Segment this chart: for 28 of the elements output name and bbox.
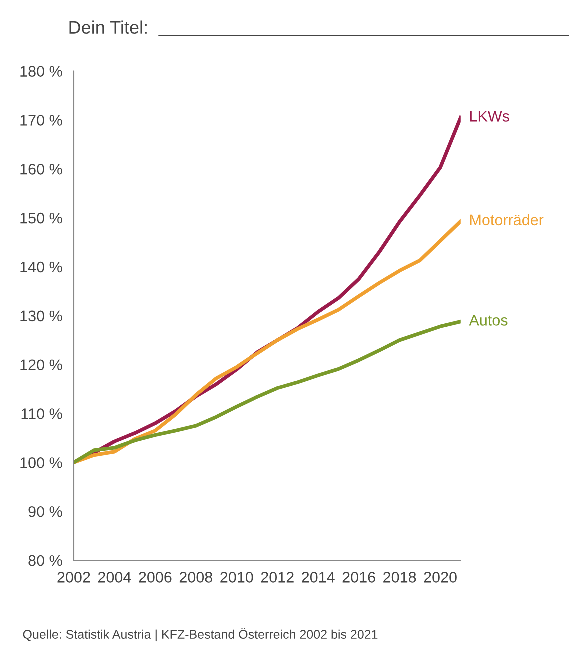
- source-note: Quelle: Statistik Austria | KFZ-Bestand Österreich 2002 bis 2021: [23, 628, 378, 642]
- x-tick-label: 2002: [58, 572, 90, 583]
- line-series: [74, 220, 461, 464]
- y-tick-label: 90 %: [28, 506, 62, 518]
- x-tick-label: 2020: [424, 572, 457, 583]
- x-tick-label: 2004: [98, 572, 132, 583]
- y-tick-label: 120 %: [20, 360, 62, 371]
- y-tick-label: 150 %: [20, 212, 62, 224]
- x-tick-label: 2012: [261, 572, 294, 583]
- series-label: LKWs: [470, 111, 510, 122]
- y-tick-label: 100 %: [20, 458, 62, 468]
- x-tick-label: 2006: [139, 572, 172, 583]
- chart-title: Dein Titel:: [70, 20, 147, 34]
- x-tick-label: 2018: [384, 572, 416, 583]
- y-tick-label: 130 %: [20, 310, 62, 322]
- y-tick-label: 160 %: [20, 164, 62, 175]
- y-tick-label: 110 %: [22, 408, 62, 420]
- x-tick-label: 2008: [180, 572, 212, 583]
- x-tick-label: 2010: [220, 572, 254, 583]
- y-tick-label: 140 %: [20, 262, 62, 273]
- y-tick-label: 170 %: [20, 115, 62, 126]
- line-series: [74, 320, 461, 464]
- series-label: Motorräder: [470, 214, 544, 226]
- x-tick-label: 2016: [342, 572, 376, 583]
- series-label: Autos: [469, 315, 508, 326]
- y-tick-label: 80 %: [28, 555, 62, 566]
- x-tick-label: 2014: [302, 572, 335, 583]
- y-tick-label: 180 %: [20, 66, 62, 77]
